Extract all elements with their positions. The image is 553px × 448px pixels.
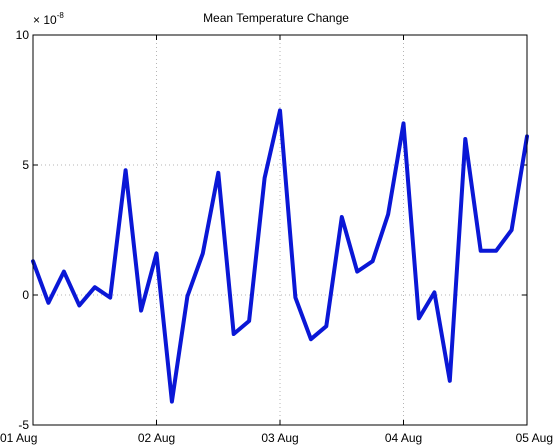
chart-title: Mean Temperature Change bbox=[203, 11, 349, 25]
y-exponent-base: × 10 bbox=[33, 13, 57, 27]
y-exponent-label: × 10-8 bbox=[33, 11, 64, 27]
y-tick-label: -5 bbox=[18, 418, 29, 432]
plot-frame bbox=[32, 34, 528, 426]
y-exponent-power: -8 bbox=[57, 11, 65, 20]
y-tick-label: 10 bbox=[16, 28, 30, 42]
x-tick-label: 02 Aug bbox=[138, 431, 175, 445]
x-tick-label: 04 Aug bbox=[385, 431, 422, 445]
series-line bbox=[31, 108, 529, 404]
series-group bbox=[31, 108, 529, 404]
x-tick-label: 01 Aug bbox=[0, 431, 37, 445]
x-tick-label: 05 Aug bbox=[516, 431, 553, 445]
y-tick-label: 0 bbox=[22, 288, 29, 302]
y-tick-labels: -5 0 5 10 bbox=[16, 28, 30, 432]
grid bbox=[33, 35, 527, 425]
x-tick-labels: 01 Aug 02 Aug 03 Aug 04 Aug 05 Aug bbox=[0, 431, 553, 445]
y-tick-label: 5 bbox=[22, 158, 29, 172]
x-tick-label: 03 Aug bbox=[261, 431, 298, 445]
axis-ticks bbox=[32, 34, 528, 426]
